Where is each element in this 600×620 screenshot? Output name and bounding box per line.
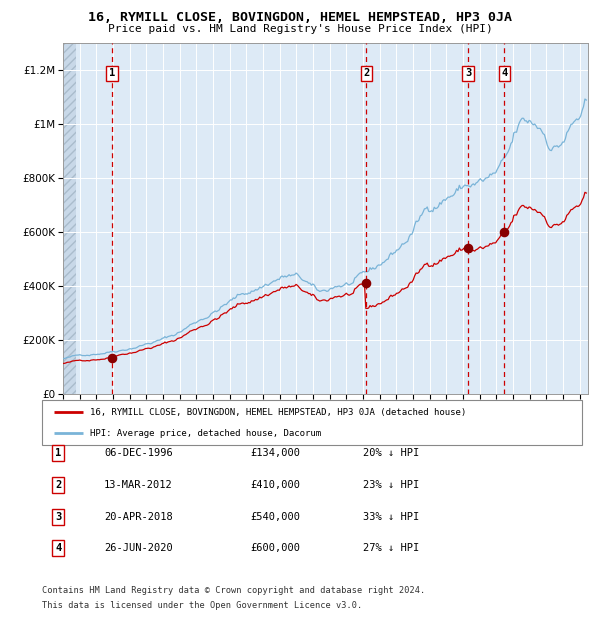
Text: 16, RYMILL CLOSE, BOVINGDON, HEMEL HEMPSTEAD, HP3 0JA (detached house): 16, RYMILL CLOSE, BOVINGDON, HEMEL HEMPS… (89, 408, 466, 417)
Text: HPI: Average price, detached house, Dacorum: HPI: Average price, detached house, Daco… (89, 429, 320, 438)
Point (362, 278, 371, 288)
Text: £600,000: £600,000 (250, 543, 300, 553)
Text: This data is licensed under the Open Government Licence v3.0.: This data is licensed under the Open Gov… (42, 601, 362, 611)
Text: 2: 2 (363, 68, 370, 78)
Text: 16, RYMILL CLOSE, BOVINGDON, HEMEL HEMPSTEAD, HP3 0JA: 16, RYMILL CLOSE, BOVINGDON, HEMEL HEMPS… (88, 11, 512, 24)
Text: 06-DEC-1996: 06-DEC-1996 (104, 448, 173, 458)
Text: 33% ↓ HPI: 33% ↓ HPI (364, 512, 419, 521)
Point (500, 227, 509, 237)
Text: 1: 1 (55, 448, 61, 458)
Point (107, 353, 116, 363)
Text: 1: 1 (109, 68, 115, 78)
Text: 4: 4 (501, 68, 508, 78)
Text: 27% ↓ HPI: 27% ↓ HPI (364, 543, 419, 553)
Point (463, 243, 473, 253)
FancyBboxPatch shape (42, 400, 582, 445)
Text: £540,000: £540,000 (250, 512, 300, 521)
Text: 20-APR-2018: 20-APR-2018 (104, 512, 173, 521)
Text: £410,000: £410,000 (250, 480, 300, 490)
Text: 3: 3 (465, 68, 471, 78)
Text: 26-JUN-2020: 26-JUN-2020 (104, 543, 173, 553)
Text: 2: 2 (55, 480, 61, 490)
Text: 4: 4 (55, 543, 61, 553)
Text: £134,000: £134,000 (250, 448, 300, 458)
Text: Contains HM Land Registry data © Crown copyright and database right 2024.: Contains HM Land Registry data © Crown c… (42, 586, 425, 595)
Bar (63, 43, 76, 394)
Text: 3: 3 (55, 512, 61, 521)
Text: 20% ↓ HPI: 20% ↓ HPI (364, 448, 419, 458)
Text: 13-MAR-2012: 13-MAR-2012 (104, 480, 173, 490)
Text: 23% ↓ HPI: 23% ↓ HPI (364, 480, 419, 490)
Text: Price paid vs. HM Land Registry's House Price Index (HPI): Price paid vs. HM Land Registry's House … (107, 24, 493, 33)
